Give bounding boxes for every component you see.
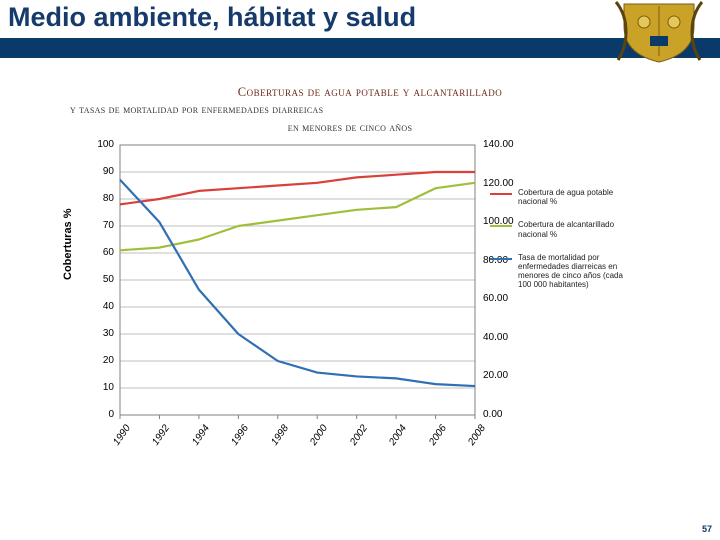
legend-swatch: [490, 193, 512, 195]
y1-tick: 90: [84, 166, 114, 177]
y1-tick: 40: [84, 301, 114, 312]
y2-tick: 0.00: [483, 409, 527, 420]
legend-item: Tasa de mortalidad por enfermedades diar…: [490, 253, 625, 290]
y2-tick: 20.00: [483, 370, 527, 381]
legend-swatch: [490, 258, 512, 260]
y1-tick: 50: [84, 274, 114, 285]
legend-label: Cobertura de agua potable nacional %: [518, 188, 625, 206]
chart-legend: Cobertura de agua potable nacional % Cob…: [490, 188, 625, 304]
y2-tick: 120.00: [483, 178, 527, 189]
y1-tick: 0: [84, 409, 114, 420]
legend-label: Tasa de mortalidad por enfermedades diar…: [518, 253, 625, 290]
y1-tick: 100: [84, 139, 114, 150]
y1-tick: 20: [84, 355, 114, 366]
y2-tick: 140.00: [483, 139, 527, 150]
legend-item: Cobertura de alcantarillado nacional %: [490, 220, 625, 238]
page-number: 57: [702, 524, 712, 534]
y1-tick: 70: [84, 220, 114, 231]
y1-tick: 10: [84, 382, 114, 393]
y1-tick: 30: [84, 328, 114, 339]
legend-item: Cobertura de agua potable nacional %: [490, 188, 625, 206]
y1-tick: 60: [84, 247, 114, 258]
slide: Medio ambiente, hábitat y salud Cobertur…: [0, 0, 720, 540]
y1-tick: 80: [84, 193, 114, 204]
legend-label: Cobertura de alcantarillado nacional %: [518, 220, 625, 238]
legend-swatch: [490, 225, 512, 227]
y2-tick: 40.00: [483, 332, 527, 343]
